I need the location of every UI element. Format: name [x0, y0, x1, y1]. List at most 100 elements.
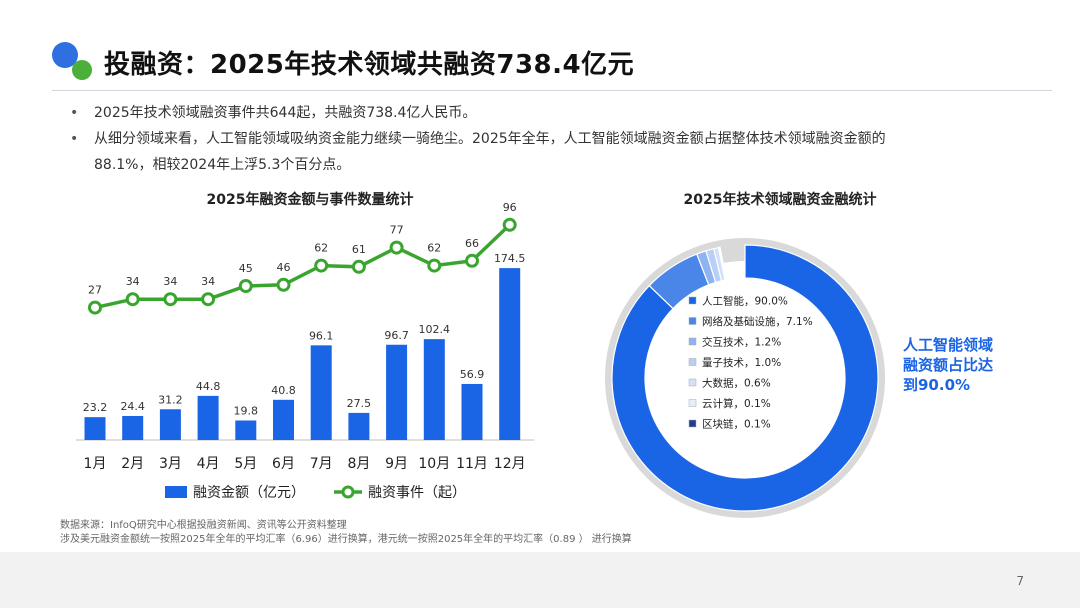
title-divider — [52, 90, 1052, 91]
bar-9 — [386, 344, 408, 440]
bar-8 — [348, 412, 370, 440]
bar-12 — [499, 268, 521, 440]
x-tick-label: 11月 — [456, 456, 488, 472]
donut-legend-swatch — [688, 399, 697, 407]
x-tick-label: 2月 — [121, 456, 144, 472]
bar-2 — [122, 415, 144, 440]
x-tick-label: 4月 — [197, 456, 220, 472]
event-point-11 — [465, 253, 479, 268]
donut-slice-1 — [611, 244, 879, 512]
bar-value-label: 31.2 — [158, 393, 183, 406]
donut-slice-7 — [718, 246, 727, 281]
bar-value-label: 44.8 — [196, 380, 221, 393]
event-point-2 — [125, 292, 140, 307]
bar-value-label: 56.9 — [460, 368, 485, 381]
bar-10 — [423, 339, 445, 440]
donut-legend-swatch — [688, 296, 697, 305]
event-value-label: 61 — [352, 243, 366, 256]
bar-value-label: 40.8 — [271, 384, 296, 397]
event-value-label: 27 — [88, 284, 102, 297]
donut-legend-label: 交互技术，1.2% — [702, 336, 781, 349]
event-point-9 — [389, 240, 404, 255]
callout-line: 人工智能领域 — [903, 336, 994, 354]
donut-legend-swatch — [688, 337, 697, 346]
bar-value-label: 27.5 — [347, 397, 372, 410]
event-value-label: 45 — [239, 262, 253, 275]
footnote-line: 涉及美元融资金额统一按照2025年全年的平均汇率（6.96）进行换算，港元统一按… — [60, 534, 632, 545]
x-tick-label: 3月 — [159, 456, 182, 472]
bullet-text: 88.1%，相较2024年上浮5.3个百分点。 — [94, 157, 351, 173]
bar-value-label: 19.8 — [234, 404, 259, 417]
legend-bar-swatch — [165, 486, 187, 498]
donut-legend-swatch — [688, 317, 697, 325]
bar-6 — [273, 399, 294, 440]
event-point-12 — [502, 217, 517, 232]
event-point-8 — [351, 259, 366, 274]
event-value-label: 66 — [465, 237, 479, 250]
x-tick-label: 9月 — [385, 456, 408, 472]
bar-4 — [197, 395, 219, 440]
bar-value-label: 23.2 — [83, 401, 108, 414]
event-value-label: 34 — [126, 275, 140, 288]
bar-value-label: 24.4 — [120, 400, 145, 413]
bar-value-label: 174.5 — [494, 252, 526, 265]
brand-logo — [52, 42, 94, 82]
donut-legend-label: 云计算，0.1% — [702, 397, 771, 410]
legend-line-label: 融资事件（起） — [368, 485, 466, 501]
bar-11 — [461, 383, 483, 440]
bar-3 — [159, 409, 181, 440]
events-line — [94, 223, 511, 310]
donut-legend-label: 量子技术，1.0% — [702, 356, 781, 369]
page-title: 投融资：2025年技术领域共融资738.4亿元 — [104, 50, 635, 80]
x-tick-label: 10月 — [418, 456, 450, 472]
footnote-line: 数据来源：InfoQ研究中心根据投融资新闻、资讯等公开资料整理 — [60, 520, 347, 531]
bullet-text: 从细分领域来看，人工智能领域吸纳资金能力继续一骑绝尘。2025年全年，人工智能领… — [94, 131, 886, 147]
bar-1 — [84, 417, 106, 440]
callout-line: 融资额占比达 — [903, 356, 994, 374]
logo-green-circle — [72, 60, 92, 80]
x-tick-label: 12月 — [494, 456, 526, 472]
donut-legend-label: 人工智能，90.0% — [702, 295, 788, 308]
bar-5 — [235, 420, 257, 440]
donut-legend-label: 网络及基础设施，7.1% — [702, 315, 813, 328]
bar-value-label: 96.7 — [384, 329, 409, 342]
event-value-label: 96 — [503, 201, 517, 214]
bar-chart-title: 2025年融资金额与事件数量统计 — [206, 192, 414, 208]
event-value-label: 62 — [314, 242, 328, 255]
donut-legend-label: 区块链，0.1% — [702, 418, 771, 431]
donut-legend-swatch — [688, 358, 697, 366]
bar-7 — [310, 345, 332, 440]
page-number: 7 — [1016, 574, 1024, 588]
donut-chart-title: 2025年技术领域融资金融统计 — [683, 192, 877, 208]
footer-bar — [0, 552, 1080, 608]
event-point-3 — [163, 292, 178, 307]
bullet-text: 2025年技术领域融资事件共644起，共融资738.4亿人民币。 — [94, 105, 477, 121]
x-tick-label: 8月 — [347, 456, 370, 472]
event-value-label: 77 — [390, 224, 404, 237]
event-point-4 — [201, 292, 216, 307]
event-value-label: 46 — [277, 261, 291, 274]
donut-legend-swatch — [688, 419, 697, 428]
x-tick-label: 7月 — [310, 456, 333, 472]
x-tick-label: 6月 — [272, 456, 295, 472]
bullet-item: 从细分领域来看，人工智能领域吸纳资金能力继续一骑绝尘。2025年全年，人工智能领… — [70, 126, 1030, 178]
event-point-10 — [427, 258, 442, 273]
ai-share-callout: 人工智能领域 融资额占比达 到90.0% — [903, 335, 1023, 395]
bar-value-label: 96.1 — [309, 329, 334, 342]
event-value-label: 34 — [201, 275, 215, 288]
bullet-item: 2025年技术领域融资事件共644起，共融资738.4亿人民币。 — [70, 100, 1030, 126]
x-tick-label: 1月 — [84, 456, 107, 472]
event-value-label: 34 — [163, 275, 177, 288]
legend-bar-label: 融资金额（亿元） — [193, 485, 305, 501]
event-point-5 — [238, 279, 253, 293]
x-tick-label: 5月 — [234, 456, 257, 472]
event-point-7 — [314, 258, 329, 273]
summary-bullets: 2025年技术领域融资事件共644起，共融资738.4亿人民币。 从细分领域来看… — [70, 100, 1030, 178]
data-source-note: 数据来源：InfoQ研究中心根据投融资新闻、资讯等公开资料整理 涉及美元融资金额… — [60, 519, 632, 547]
event-value-label: 62 — [427, 242, 441, 255]
bar-value-label: 102.4 — [419, 323, 451, 336]
donut-legend-label: 大数据，0.6% — [702, 377, 771, 390]
event-point-6 — [276, 277, 291, 292]
legend-line-marker — [341, 485, 355, 499]
